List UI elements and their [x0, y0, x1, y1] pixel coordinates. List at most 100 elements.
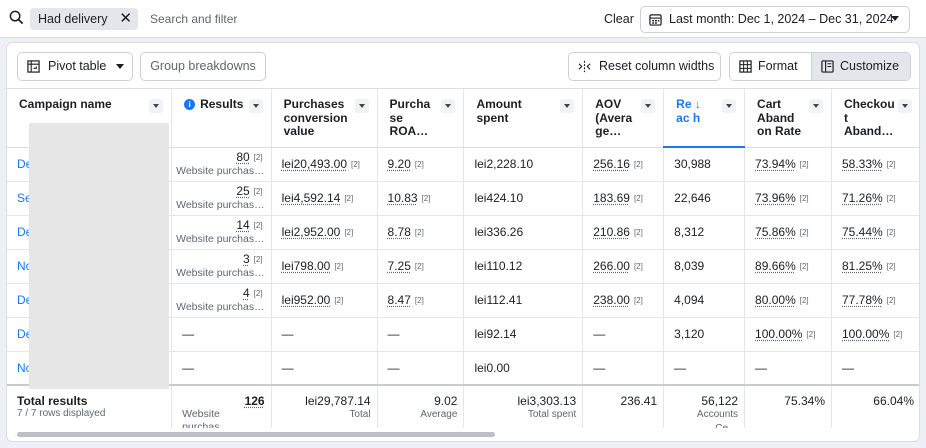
- footnote-marker: [2]: [633, 296, 643, 305]
- footnote-marker: [2]: [344, 228, 354, 237]
- table-row[interactable]: De 80 [2] Website purchas… lei20,493.00 [2]…: [7, 147, 919, 182]
- cell-value[interactable]: 238.00: [593, 293, 630, 307]
- date-range-picker[interactable]: Last month: Dec 1, 2024 – Dec 31, 2024: [640, 6, 910, 33]
- cell-value[interactable]: 100.00%: [755, 327, 803, 341]
- search-input[interactable]: Search and filter: [150, 12, 238, 26]
- cell-value[interactable]: lei798.00: [281, 259, 331, 273]
- column-header-results[interactable]: i Results: [171, 89, 272, 148]
- cell-value: —: [182, 327, 195, 341]
- column-header-purchase-roas[interactable]: Purcha se ROA…: [377, 89, 465, 148]
- cell-value[interactable]: lei20,493.00: [281, 157, 347, 171]
- cell-value[interactable]: 81.25%: [842, 259, 883, 273]
- cell-value[interactable]: 3: [243, 252, 250, 266]
- cell-pcv: lei952.00 [2]: [271, 283, 378, 318]
- column-menu-icon[interactable]: [248, 99, 263, 113]
- totals-roas-sub: Average: [420, 409, 458, 420]
- column-menu-icon[interactable]: [641, 99, 656, 113]
- cell-value[interactable]: 71.26%: [842, 191, 883, 205]
- customize-button[interactable]: Customize: [811, 53, 910, 80]
- reset-column-widths-button[interactable]: Reset column widths: [568, 52, 721, 81]
- table-row[interactable]: De 14 [2] Website purchas… lei2,952.00 [2] 8…: [7, 215, 919, 250]
- rows-displayed: 7 / 7 rows displayed: [17, 408, 106, 419]
- footnote-marker: [2]: [414, 296, 424, 305]
- cell-value[interactable]: 8.47: [387, 293, 411, 307]
- cell-value: 8,312: [674, 225, 705, 239]
- customize-label: Customize: [840, 59, 900, 73]
- campaign-name[interactable]: De: [17, 157, 33, 171]
- cell-cart: 100.00% [2]: [744, 317, 832, 352]
- column-header-label: Purcha se ROA…: [389, 97, 431, 138]
- cell-value[interactable]: 10.83: [387, 191, 418, 205]
- column-header-amount-spent[interactable]: Amount spent: [463, 89, 584, 148]
- format-button[interactable]: Format: [730, 53, 811, 80]
- cell-value[interactable]: 266.00: [593, 259, 630, 273]
- cell-value[interactable]: 14: [236, 218, 250, 232]
- close-icon[interactable]: ✕: [119, 10, 132, 27]
- info-icon[interactable]: i: [184, 99, 196, 110]
- column-menu-icon[interactable]: [560, 99, 575, 113]
- report-panel: Pivot table Group breakdowns Reset colum…: [6, 42, 920, 442]
- cell-value[interactable]: 25: [236, 184, 250, 198]
- column-header-label: Cart Aband on Rate: [757, 97, 802, 138]
- cell-value[interactable]: 210.86: [593, 225, 630, 239]
- campaign-name[interactable]: De: [17, 225, 33, 239]
- horizontal-scrollbar[interactable]: [17, 432, 495, 437]
- footnote-marker: [2]: [886, 228, 896, 237]
- cell-value[interactable]: lei2,952.00: [281, 225, 341, 239]
- footnote-marker: [2]: [253, 289, 263, 298]
- cell-value[interactable]: 80.00%: [755, 293, 796, 307]
- cell-value[interactable]: 77.78%: [842, 293, 883, 307]
- cell-value[interactable]: 100.00%: [842, 327, 890, 341]
- column-header-purchases-conversion-value[interactable]: Purchases conversion value: [271, 89, 378, 148]
- cell-value[interactable]: 75.44%: [842, 225, 883, 239]
- cell-value: lei2,228.10: [474, 157, 534, 171]
- cell-pcv: —: [271, 317, 378, 352]
- cell-value[interactable]: 73.94%: [755, 157, 796, 171]
- column-menu-icon[interactable]: [441, 99, 456, 113]
- campaign-name[interactable]: No: [17, 360, 33, 375]
- column-menu-icon[interactable]: [354, 99, 369, 113]
- cell-value[interactable]: 58.33%: [842, 157, 883, 171]
- column-header-aov[interactable]: AOV (Avera ge…: [582, 89, 665, 148]
- column-menu-icon[interactable]: [809, 99, 823, 113]
- campaign-name[interactable]: Se: [17, 191, 32, 205]
- totals-checkout-value: 66.04%: [873, 394, 914, 408]
- group-breakdowns-button[interactable]: Group breakdowns: [140, 52, 266, 81]
- column-menu-icon[interactable]: [898, 99, 912, 113]
- column-header-cart-abandon-rate[interactable]: Cart Aband on Rate: [744, 89, 832, 148]
- footnote-marker: [2]: [633, 194, 643, 203]
- clear-button[interactable]: Clear: [604, 12, 634, 26]
- column-menu-icon[interactable]: [722, 99, 737, 113]
- campaign-name[interactable]: De: [17, 327, 33, 341]
- cell-value[interactable]: lei952.00: [281, 293, 331, 307]
- calendar-icon: [649, 14, 662, 26]
- cell-value[interactable]: 73.96%: [755, 191, 796, 205]
- cell-spent: lei2,228.10: [463, 147, 584, 182]
- column-menu-icon[interactable]: [149, 99, 164, 113]
- cell-checkout: —: [831, 351, 919, 386]
- panel-icon: [821, 60, 834, 73]
- column-header-checkout-abandon[interactable]: Checkou t Aband…: [831, 89, 919, 148]
- cell-value[interactable]: 9.20: [387, 157, 411, 171]
- footnote-marker: [2]: [253, 153, 263, 162]
- campaign-name[interactable]: De: [17, 293, 33, 307]
- cell-value[interactable]: lei4,592.14: [281, 191, 341, 205]
- footnote-marker: [2]: [886, 160, 896, 169]
- footnote-marker: [2]: [799, 194, 809, 203]
- cell-value[interactable]: 4: [243, 286, 250, 300]
- pivot-table-button[interactable]: Pivot table: [17, 52, 133, 81]
- cell-value[interactable]: 7.25: [387, 259, 411, 273]
- filter-chip-had-delivery[interactable]: Had delivery ✕: [30, 8, 138, 30]
- cell-value[interactable]: 8.78: [387, 225, 411, 239]
- cell-value[interactable]: 183.69: [593, 191, 630, 205]
- cell-value[interactable]: 80: [236, 150, 250, 164]
- cell-value[interactable]: 89.66%: [755, 259, 796, 273]
- cell-value[interactable]: 75.86%: [755, 225, 796, 239]
- footnote-marker: [2]: [633, 160, 643, 169]
- column-header-reach[interactable]: Re ↓ ac h: [663, 89, 746, 148]
- pivot-table-icon: [27, 60, 40, 73]
- table-grid-icon: [739, 60, 752, 73]
- cell-results: 3 [2] Website purchas…: [171, 249, 272, 284]
- campaign-name[interactable]: No: [17, 259, 33, 273]
- cell-value[interactable]: 256.16: [593, 157, 630, 171]
